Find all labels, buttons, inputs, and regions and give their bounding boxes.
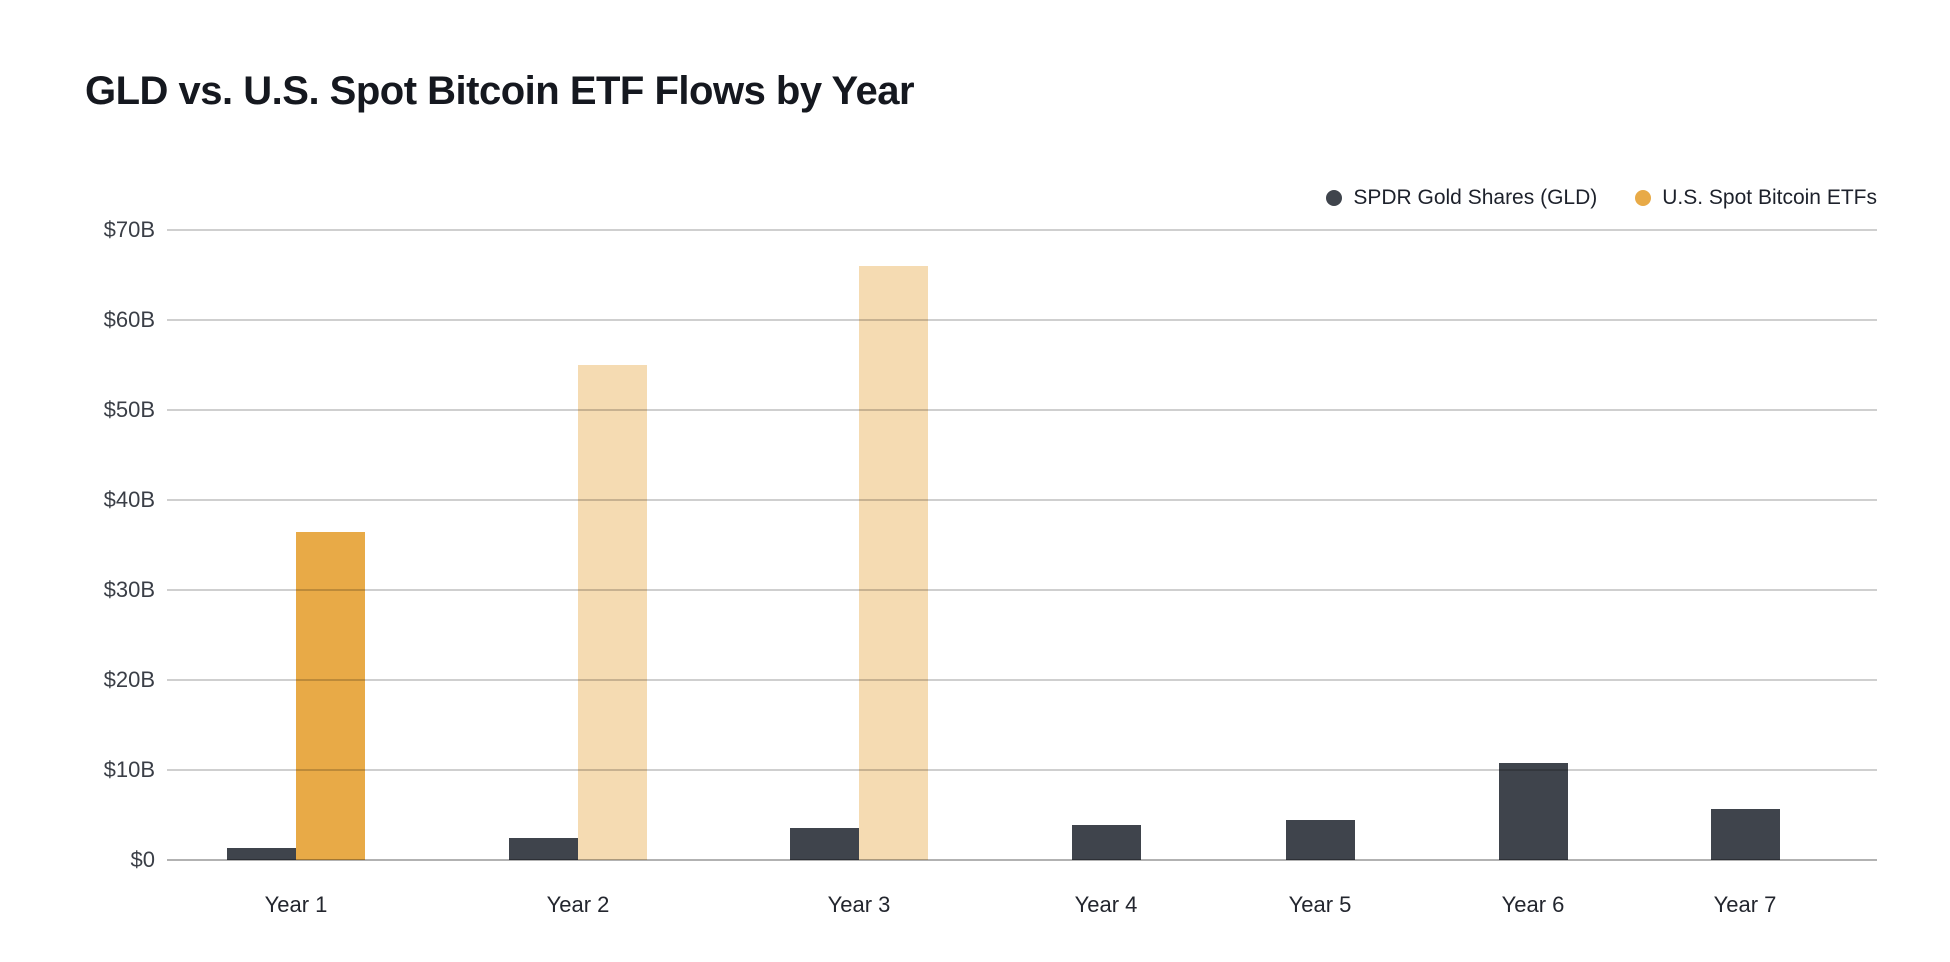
y-axis-label-70b: $70B bbox=[103, 217, 155, 242]
gridline-20b bbox=[167, 679, 1877, 681]
legend-label: U.S. Spot Bitcoin ETFs bbox=[1662, 186, 1877, 209]
y-axis-label-0b: $0 bbox=[130, 847, 155, 872]
legend-item-bitcoin-etf[interactable]: U.S. Spot Bitcoin ETFs bbox=[1635, 186, 1877, 210]
gridline-70b bbox=[167, 229, 1877, 231]
gridline-10b bbox=[167, 769, 1877, 771]
gridline-60b bbox=[167, 319, 1877, 321]
y-axis-label-50b: $50B bbox=[103, 397, 155, 422]
x-axis-label-year-5: Year 5 bbox=[1288, 892, 1352, 917]
chart-legend: SPDR Gold Shares (GLD) U.S. Spot Bitcoin … bbox=[1326, 186, 1877, 210]
gridline-40b bbox=[167, 499, 1877, 501]
bar-gld-year-6[interactable] bbox=[1498, 762, 1568, 860]
y-axis-label-30b: $30B bbox=[103, 577, 155, 602]
legend-item-gld[interactable]: SPDR Gold Shares (GLD) bbox=[1326, 186, 1597, 210]
legend-dot-icon bbox=[1635, 190, 1652, 206]
x-axis-label-year-6: Year 6 bbox=[1501, 892, 1565, 917]
chart-title: GLD vs. U.S. Spot Bitcoin ETF Flows by Y… bbox=[85, 69, 915, 113]
gridline-30b bbox=[167, 589, 1877, 591]
x-axis-baseline bbox=[167, 859, 1877, 861]
legend-label: SPDR Gold Shares (GLD) bbox=[1353, 186, 1598, 209]
bar-gld-year-3[interactable] bbox=[790, 827, 859, 860]
legend-dot-icon bbox=[1326, 190, 1343, 206]
bar-gld-year-5[interactable] bbox=[1285, 819, 1355, 860]
bar-gld-year-2[interactable] bbox=[509, 838, 578, 860]
y-axis-label-20b: $20B bbox=[103, 667, 155, 692]
y-axis-label-60b: $60B bbox=[103, 307, 155, 332]
bar-gld-year-4[interactable] bbox=[1071, 824, 1141, 860]
x-axis-label-year-3: Year 3 bbox=[827, 892, 891, 917]
x-axis-label-year-7: Year 7 bbox=[1713, 892, 1777, 917]
bar-bitcoin-etf-year-3[interactable] bbox=[859, 266, 928, 860]
x-axis-label-year-1: Year 1 bbox=[264, 892, 328, 917]
x-axis-label-year-2: Year 2 bbox=[546, 892, 610, 917]
bar-gld-year-1[interactable] bbox=[227, 848, 296, 860]
x-axis-label-year-4: Year 4 bbox=[1074, 892, 1138, 917]
y-axis-label-40b: $40B bbox=[103, 487, 155, 512]
y-axis-label-10b: $10B bbox=[103, 757, 155, 782]
bar-gld-year-7[interactable] bbox=[1710, 808, 1780, 860]
bar-bitcoin-etf-year-1[interactable] bbox=[296, 531, 365, 860]
gridline-50b bbox=[167, 409, 1877, 411]
bar-bitcoin-etf-year-2[interactable] bbox=[578, 365, 647, 860]
